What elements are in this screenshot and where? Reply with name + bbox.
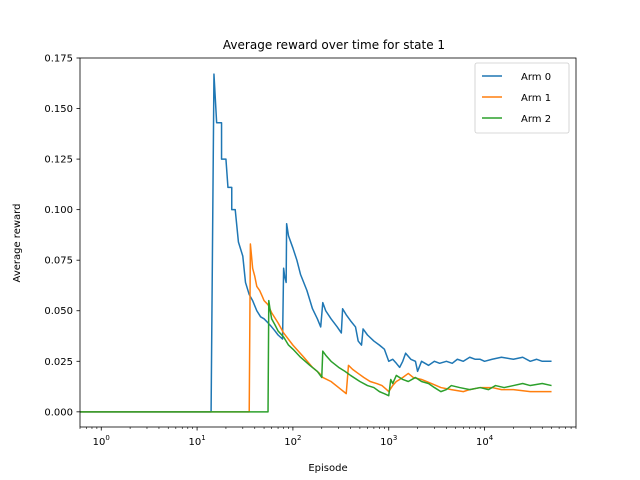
legend-label-arm-0: Arm 0 [521,72,551,83]
legend-box [474,62,570,134]
y-axis-ticks: 0.000 0.025 0.050 0.075 0.100 0.125 0.150 0.175 [44,54,80,418]
y-axis-label: Average reward [12,204,23,283]
y-tick-label: 0.050 [44,306,73,317]
y-tick-label: 0.000 [44,407,73,418]
y-tick-label: 0.125 [44,155,73,166]
y-tick-label: 0.150 [44,104,73,115]
x-tick-label: 100 [93,434,110,448]
plot-lines [80,73,552,413]
x-tick-label: 104 [476,434,494,448]
y-tick-label: 0.025 [44,357,73,368]
series-line-arm-0 [80,73,552,413]
series-line-arm-2 [80,299,552,413]
chart-title: Average reward over time for state 1 [223,38,445,52]
legend-label-arm-2: Arm 2 [521,114,551,125]
x-tick-label: 103 [380,434,397,448]
y-tick-label: 0.175 [44,54,73,65]
x-axis-ticks: 100 101 102 103 104 [79,427,577,448]
legend: Arm 0 Arm 1 Arm 2 [474,62,570,134]
series-line-arm-1 [80,243,552,413]
x-tick-label: 101 [188,434,205,448]
x-axis-label: Episode [308,463,347,474]
y-tick-label: 0.100 [44,205,73,216]
plot-frame [79,57,577,428]
y-tick-label: 0.075 [44,256,73,267]
legend-label-arm-1: Arm 1 [521,93,551,104]
x-tick-label: 102 [284,434,301,448]
